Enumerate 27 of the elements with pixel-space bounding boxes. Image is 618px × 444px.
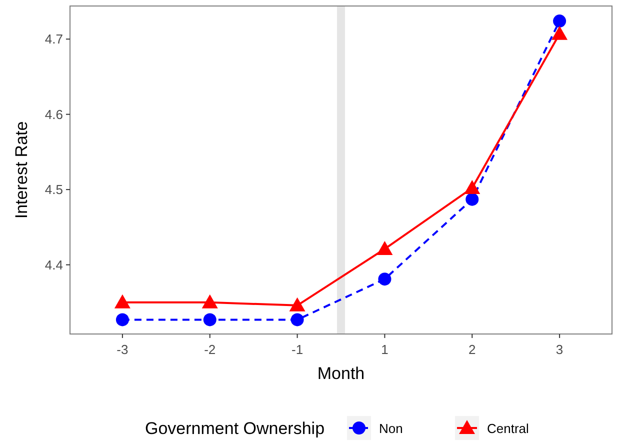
point	[466, 192, 479, 206]
point	[202, 294, 218, 308]
legend-label: Non	[379, 421, 403, 436]
x-tick-label: 1	[381, 342, 388, 357]
point	[290, 313, 304, 326]
x-tick-label: -3	[116, 342, 128, 357]
legend-title: Government Ownership	[145, 419, 325, 438]
point	[378, 272, 392, 286]
x-tick-label: 2	[468, 342, 476, 357]
y-tick-label: 4.7	[44, 32, 63, 47]
point	[289, 297, 306, 312]
x-tick-label: -1	[292, 342, 304, 357]
point	[552, 26, 568, 40]
point	[114, 294, 130, 308]
point	[376, 240, 393, 255]
y-tick-label: 4.6	[44, 106, 63, 122]
y-tick-label: 4.4	[44, 257, 63, 272]
x-tick-label: 3	[556, 342, 564, 357]
point	[116, 313, 129, 326]
y-tick-label: 4.5	[44, 182, 63, 198]
legend-label: Central	[487, 421, 530, 436]
point	[203, 313, 216, 326]
point	[464, 180, 480, 194]
y-axis-title: Interest Rate	[12, 121, 31, 219]
x-tick-label: -2	[204, 342, 216, 357]
x-axis-title: Month	[317, 364, 365, 383]
point	[553, 14, 566, 28]
